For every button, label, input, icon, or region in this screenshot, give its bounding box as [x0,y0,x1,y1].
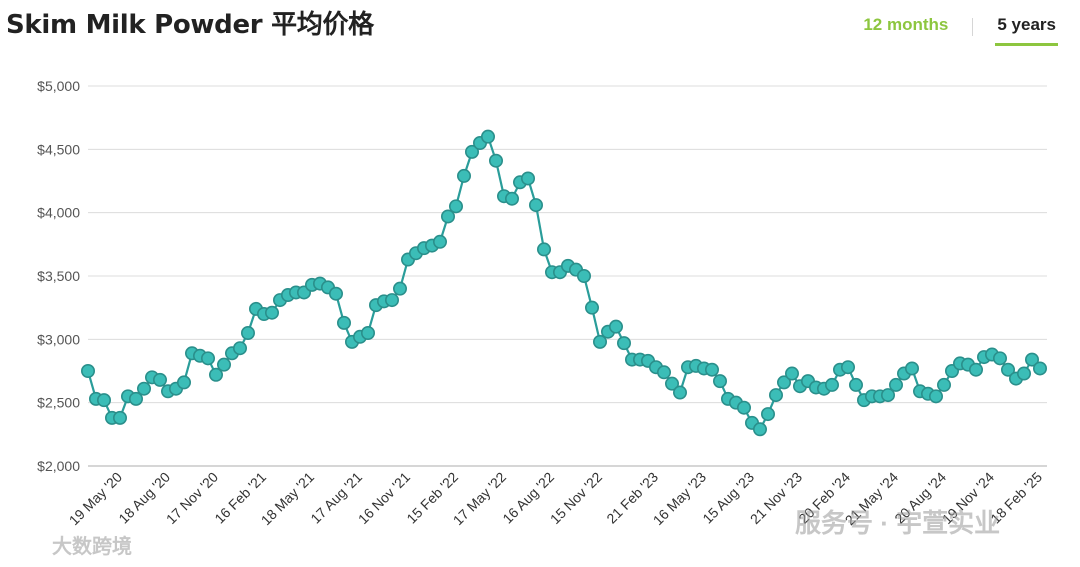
price-point [664,376,679,391]
range-tabs: 12 months 5 years [861,12,1058,46]
price-point [1016,366,1031,381]
price-point [968,362,983,377]
watermark-text: 大数跨境 [52,534,132,558]
y-tick-label: $3,000 [37,331,80,347]
price-point [1000,362,1015,377]
x-tick-label: 16 May '23 [650,469,710,529]
price-point [464,144,479,159]
watermark-text: 服务号 · 宇萱实业 [795,508,1000,538]
price-point [264,305,279,320]
price-point [1033,361,1048,376]
price-point [432,234,447,249]
price-point [97,393,112,408]
y-tick-label: $2,000 [37,458,80,474]
price-point [113,410,128,425]
price-point [536,242,551,257]
price-point [928,389,943,404]
price-point [936,377,951,392]
x-tick-label: 17 Nov '20 [163,469,221,527]
price-point [904,361,919,376]
price-point [824,377,839,392]
y-tick-label: $3,500 [37,268,80,284]
price-point [784,366,799,381]
y-tick-label: $2,500 [37,395,80,411]
price-point [336,315,351,330]
price-point [736,400,751,415]
price-point [1025,352,1040,367]
price-point [456,168,471,183]
price-point [440,209,455,224]
price-point [992,351,1007,366]
price-point [768,388,783,403]
price-point [584,300,599,315]
price-point [880,388,895,403]
price-point [137,381,152,396]
x-tick-label: 18 May '21 [258,469,318,529]
price-point [81,363,96,378]
y-tick-label: $4,000 [37,205,80,221]
price-point [217,357,232,372]
price-point [480,129,495,144]
price-point [504,191,519,206]
price-point [776,375,791,390]
price-point [592,334,607,349]
price-point [672,385,687,400]
chart-title: Skim Milk Powder 平均价格 [6,10,374,40]
x-tick-label: 15 Nov '22 [547,469,605,527]
x-tick-label: 19 May '20 [66,469,126,529]
price-point [129,391,144,406]
price-point [848,377,863,392]
price-point [712,374,727,389]
tab-divider [972,18,974,36]
price-point [209,367,224,382]
x-tick-label: 17 May '22 [450,469,510,529]
price-point [888,377,903,392]
price-point [241,325,256,340]
price-point [384,293,399,308]
price-point [328,286,343,301]
price-point [201,351,216,366]
price-point [233,341,248,356]
price-point [840,360,855,375]
price-point [752,422,767,437]
price-point [392,281,407,296]
y-tick-label: $5,000 [37,78,80,94]
price-point [616,336,631,351]
tab-5-years[interactable]: 5 years [995,12,1058,46]
price-point [488,153,503,168]
price-point [520,171,535,186]
price-point [760,407,775,422]
price-point [448,199,463,214]
price-point [528,198,543,213]
price-point [704,362,719,377]
price-point [360,325,375,340]
y-tick-label: $4,500 [37,141,80,157]
price-point [177,375,192,390]
price-point [576,268,591,283]
x-tick-label: 16 Nov '21 [355,469,413,527]
price-point [656,365,671,380]
price-point [608,319,623,334]
tab-12-months[interactable]: 12 months [863,15,949,34]
price-point [153,372,168,387]
